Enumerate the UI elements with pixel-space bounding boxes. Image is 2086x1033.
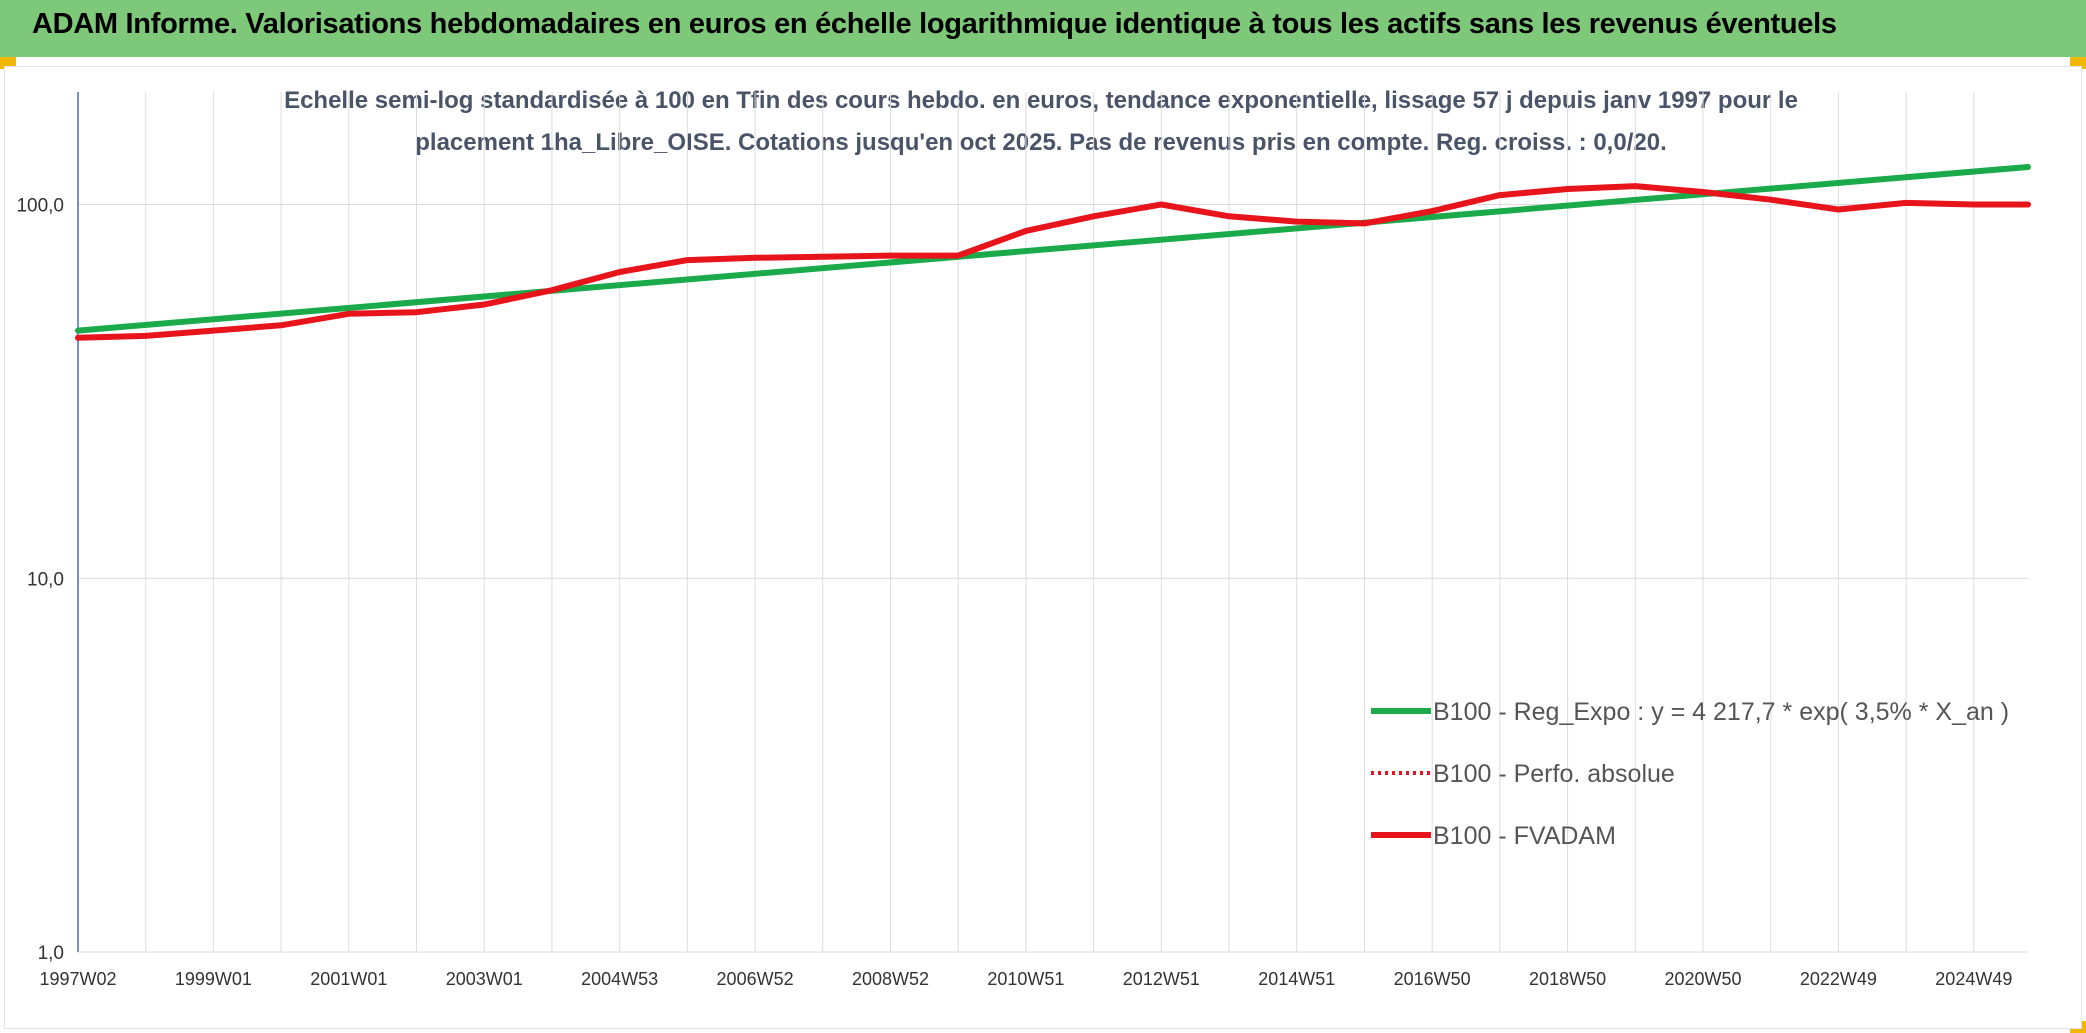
header-bar: ADAM Informe. Valorisations hebdomadaire… bbox=[0, 0, 2086, 57]
legend-label-perfo-absolue: B100 - Perfo. absolue bbox=[1433, 760, 1675, 788]
gridlines bbox=[77, 92, 2028, 953]
x-tick-label: 2010W51 bbox=[987, 969, 1064, 989]
chart-svg: Echelle semi-log standardisée à 100 en T… bbox=[16, 87, 2031, 989]
y-tick-label: 10,0 bbox=[27, 569, 64, 590]
chart-area: Echelle semi-log standardisée à 100 en T… bbox=[4, 66, 2082, 1029]
x-tick-label: 2003W01 bbox=[446, 969, 523, 989]
y-tick-label: 100,0 bbox=[16, 196, 64, 217]
x-tick-label: 2018W50 bbox=[1529, 969, 1606, 989]
legend-label-fvadam: B100 - FVADAM bbox=[1433, 822, 1616, 850]
x-tick-label: 2008W52 bbox=[852, 969, 929, 989]
x-tick-label: 2006W52 bbox=[717, 969, 794, 989]
x-tick-label: 2014W51 bbox=[1258, 969, 1335, 989]
legend-label-reg-expo: B100 - Reg_Expo : y = 4 217,7 * exp( 3,5… bbox=[1433, 698, 2009, 726]
series-lines bbox=[75, 164, 2031, 341]
x-tick-label: 2004W53 bbox=[581, 969, 658, 989]
x-tick-label: 2020W50 bbox=[1664, 969, 1741, 989]
series-line-2 bbox=[75, 183, 2031, 341]
series-line-0 bbox=[75, 164, 2031, 334]
axes: 1,0 10,0 100,0 1997W02 1999W01 2001W01 2003W01… bbox=[16, 92, 2012, 989]
x-tick-label: 2016W50 bbox=[1394, 969, 1471, 989]
chart-title-line-1: Echelle semi-log standardisée à 100 en T… bbox=[284, 87, 1798, 114]
y-tick-label: 1,0 bbox=[38, 943, 64, 964]
x-tick-label: 1997W02 bbox=[39, 969, 116, 989]
x-tick-label: 2022W49 bbox=[1800, 969, 1877, 989]
chart-title-line-2: placement 1ha_Libre_OISE. Cotations jusq… bbox=[415, 129, 1666, 156]
legend: B100 - Reg_Expo : y = 4 217,7 * exp( 3,5… bbox=[1371, 698, 2009, 850]
x-tick-label: 2012W51 bbox=[1123, 969, 1200, 989]
x-tick-label: 2024W49 bbox=[1935, 969, 2012, 989]
page-title: ADAM Informe. Valorisations hebdomadaire… bbox=[32, 8, 1837, 40]
x-tick-label: 1999W01 bbox=[175, 969, 252, 989]
x-tick-label: 2001W01 bbox=[310, 969, 387, 989]
